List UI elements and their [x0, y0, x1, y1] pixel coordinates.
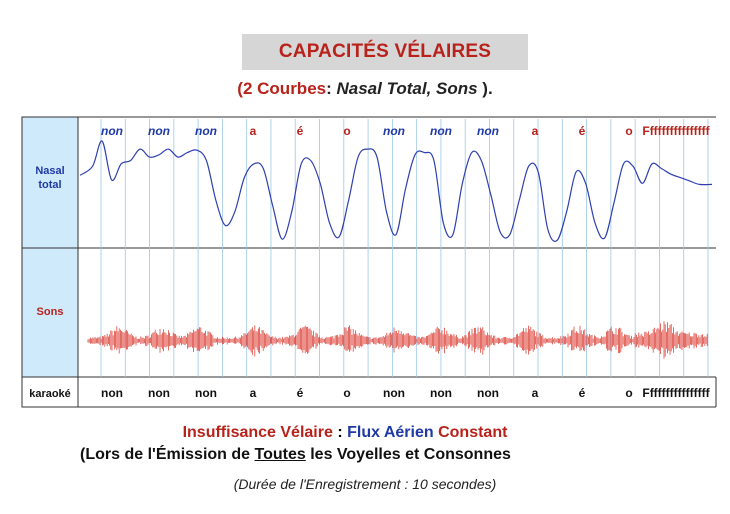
karaoke-syllable: a — [250, 386, 257, 400]
footer-line-2: (Lors de l'Émission de Toutes les Voyell… — [80, 446, 511, 464]
syllable-top-label: é — [579, 124, 586, 138]
footer-constant: Constant — [433, 424, 508, 441]
chart: Nasal total Sons karaoké non non non non non non a… — [21, 116, 717, 408]
karaoke-syllable: é — [579, 386, 586, 400]
subtitle-names: Nasal Total, Sons — [336, 79, 478, 98]
syllable-top-label: o — [343, 124, 350, 138]
footer-line2-b: les Voyelles et Consonnes — [305, 446, 511, 463]
page-title: CAPACITÉS VÉLAIRES — [278, 41, 492, 62]
karaoke-syllable: a — [532, 386, 539, 400]
nasal-total-label-2: total — [38, 179, 61, 191]
nasal-total-curve — [79, 140, 713, 242]
title-box: CAPACITÉS VÉLAIRES — [242, 34, 528, 70]
karaoke-syllable: non — [101, 386, 123, 400]
footer-duration: (Durée de l'Enregistrement : 10 secondes… — [233, 476, 497, 492]
footer-line2-underlined: Toutes — [254, 446, 306, 463]
karaoke-syllable: é — [297, 386, 304, 400]
karaoke-syllable: o — [343, 386, 350, 400]
syllable-top-label: Ffffffffffffffff — [642, 124, 710, 138]
syllable-top-label: non — [195, 124, 217, 138]
footer-insuffisance: Insuffisance Vélaire — [182, 424, 333, 441]
syllable-top-label: non — [101, 124, 123, 138]
subtitle-count: 2 Courbes — [242, 79, 327, 98]
karaoke-syllable: non — [148, 386, 170, 400]
footer-sep: : — [332, 424, 348, 441]
footer-line-1: Insuffisance Vélaire : Flux Aérien Const… — [0, 424, 690, 442]
karaoke-label: karaoké — [29, 388, 71, 400]
label-panel — [21, 116, 79, 378]
karaoke-syllable: non — [477, 386, 499, 400]
sons-waveform — [87, 321, 708, 359]
syllable-top-label: non — [383, 124, 405, 138]
karaoke-syllable: non — [383, 386, 405, 400]
subtitle: (2 Courbes: Nasal Total, Sons ). — [0, 79, 730, 99]
syllable-top-label: non — [148, 124, 170, 138]
subtitle-colon: : — [326, 79, 337, 98]
footer-flux: Flux Aérien — [347, 424, 434, 441]
subtitle-open: ( — [237, 79, 243, 98]
syllable-top-label: a — [532, 124, 539, 138]
karaoke-syllable: o — [625, 386, 632, 400]
footer-line2-a: (Lors de l'Émission de — [80, 446, 255, 463]
karaoke-syllable: Ffffffffffffffff — [642, 386, 710, 400]
karaoke-syllable: non — [430, 386, 452, 400]
syllable-top-label: o — [625, 124, 632, 138]
syllable-top-label: é — [297, 124, 304, 138]
subtitle-close: ). — [477, 79, 493, 98]
syllable-top-label: non — [430, 124, 452, 138]
karaoke-syllable: non — [195, 386, 217, 400]
sons-label: Sons — [37, 306, 64, 318]
syllable-top-label: non — [477, 124, 499, 138]
syllable-top-label: a — [250, 124, 257, 138]
nasal-total-label-1: Nasal — [35, 165, 64, 177]
